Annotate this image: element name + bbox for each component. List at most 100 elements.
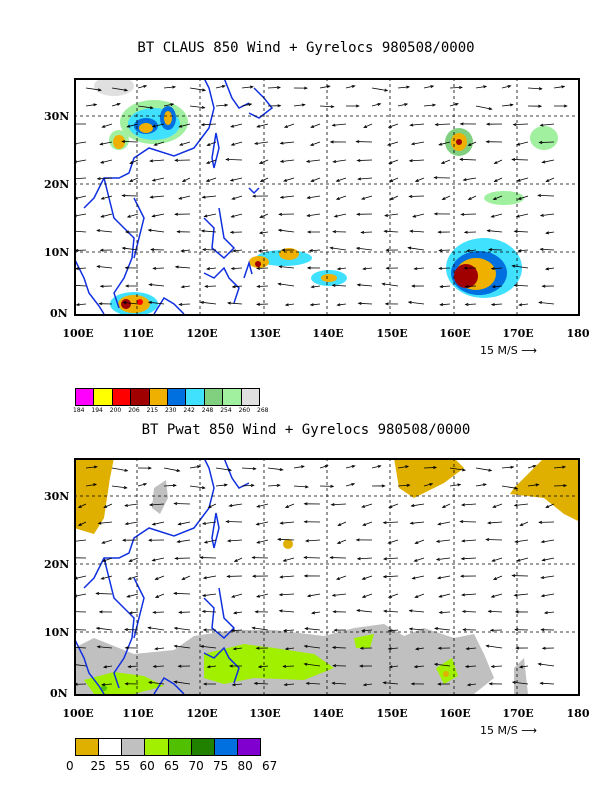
- wind-arrow: [285, 303, 295, 306]
- wind-arrow: [306, 159, 321, 163]
- wind-arrow: [336, 177, 347, 182]
- wind-arrowhead: [356, 283, 361, 287]
- wind-arrow: [338, 521, 347, 526]
- legend-swatch: [223, 389, 242, 405]
- wind-arrowhead: [154, 594, 159, 598]
- bottom-lon-label: 170E: [502, 707, 534, 720]
- wind-arrowhead: [257, 665, 262, 669]
- wind-arrowhead: [406, 483, 411, 487]
- wind-arrowhead: [381, 282, 386, 286]
- wind-arrowhead: [180, 285, 185, 289]
- wind-arrow: [545, 503, 555, 508]
- wind-arrowhead: [178, 302, 183, 306]
- wind-arrowhead: [277, 282, 282, 286]
- wind-arrow: [494, 159, 503, 164]
- bottom-lon-label: 160E: [439, 707, 471, 720]
- wind-arrowhead: [539, 123, 544, 127]
- wind-arrowhead: [178, 124, 183, 128]
- wind-arrow: [111, 103, 121, 107]
- wind-arrowhead: [435, 539, 440, 543]
- wind-arrowhead: [434, 627, 439, 631]
- wind-arrowhead: [306, 230, 311, 234]
- wind-arrow: [439, 611, 451, 614]
- wind-arrowhead: [332, 230, 337, 234]
- wind-arrowhead: [537, 193, 542, 198]
- legend-swatch: [131, 389, 150, 405]
- wind-arrow: [371, 103, 381, 107]
- wind-arrow: [241, 103, 252, 107]
- wind-arrowhead: [437, 646, 442, 650]
- wind-arrowhead: [511, 264, 516, 268]
- wind-arrowhead: [490, 214, 495, 218]
- wind-arrow: [461, 557, 477, 560]
- wind-arrowhead: [309, 303, 314, 307]
- wind-arrowhead: [99, 160, 104, 164]
- wind-arrow: [363, 267, 373, 270]
- wind-arrow: [538, 663, 555, 667]
- wind-arrow: [468, 195, 477, 200]
- wind-arrow: [78, 503, 87, 508]
- wind-arrowhead: [331, 593, 336, 597]
- wind-arrowhead: [409, 123, 414, 127]
- top-lon-label: 120E: [186, 327, 218, 340]
- wind-arrowhead: [206, 142, 211, 146]
- wind-arrow: [254, 141, 269, 145]
- wind-arrow: [439, 249, 451, 251]
- wind-arrow: [410, 230, 425, 233]
- wind-arrowhead: [221, 85, 226, 89]
- wind-arrowhead: [485, 140, 490, 144]
- wind-arrowhead: [382, 557, 387, 561]
- wind-arrowhead: [383, 229, 388, 233]
- wind-arrowhead: [256, 284, 261, 288]
- wind-arrow: [258, 249, 269, 252]
- wind-arrowhead: [432, 103, 437, 107]
- wind-arrowhead: [357, 177, 362, 181]
- wind-arrow: [492, 503, 503, 508]
- wind-arrowhead: [124, 88, 129, 92]
- wind-arrowhead: [388, 160, 393, 164]
- legend-tick-label: 60: [139, 759, 155, 773]
- wind-arrow: [307, 213, 321, 217]
- wind-arrowhead: [203, 214, 208, 218]
- wind-arrowhead: [181, 576, 186, 580]
- wind-arrow: [409, 628, 425, 631]
- wind-arrowhead: [230, 142, 235, 146]
- wind-arrow: [177, 539, 191, 543]
- coastlines: [74, 78, 274, 314]
- wind-arrowhead: [413, 267, 418, 271]
- bottom-lon-label: 180: [566, 707, 590, 720]
- wind-arrowhead: [252, 467, 257, 471]
- wind-arrowhead: [178, 610, 183, 614]
- wind-arrow: [226, 159, 243, 161]
- wind-arrow: [306, 682, 321, 685]
- wind-arrow: [280, 575, 295, 578]
- wind-arrow: [383, 521, 399, 524]
- wind-arrow: [423, 483, 433, 487]
- wind-arrowhead: [101, 124, 106, 128]
- wind-arrowhead: [459, 85, 463, 90]
- wind-arrowhead: [176, 540, 181, 544]
- wind-arrowhead: [537, 662, 542, 666]
- legend-swatch: [122, 739, 146, 755]
- wind-arrowhead: [254, 610, 259, 614]
- wind-arrowhead: [360, 196, 366, 200]
- wind-arrow: [101, 195, 113, 200]
- wind-arrowhead: [454, 102, 459, 106]
- wind-arrowhead: [121, 194, 126, 198]
- wind-arrowhead: [282, 664, 287, 668]
- wind-arrowhead: [385, 266, 390, 270]
- wind-arrowhead: [355, 104, 360, 108]
- wind-arrowhead: [278, 212, 283, 216]
- wind-arrowhead: [256, 266, 261, 270]
- wind-arrowhead: [377, 102, 382, 106]
- wind-arrow: [129, 177, 139, 182]
- wind-arrowhead: [127, 576, 132, 580]
- wind-arrowhead: [180, 249, 185, 253]
- wind-arrow: [388, 593, 399, 598]
- wind-arrowhead: [335, 178, 340, 182]
- wind-arrow: [74, 230, 87, 233]
- wind-arrowhead: [250, 483, 255, 487]
- wind-arrowhead: [206, 267, 211, 271]
- wind-arrow: [397, 103, 408, 107]
- wind-arrowhead: [152, 664, 157, 668]
